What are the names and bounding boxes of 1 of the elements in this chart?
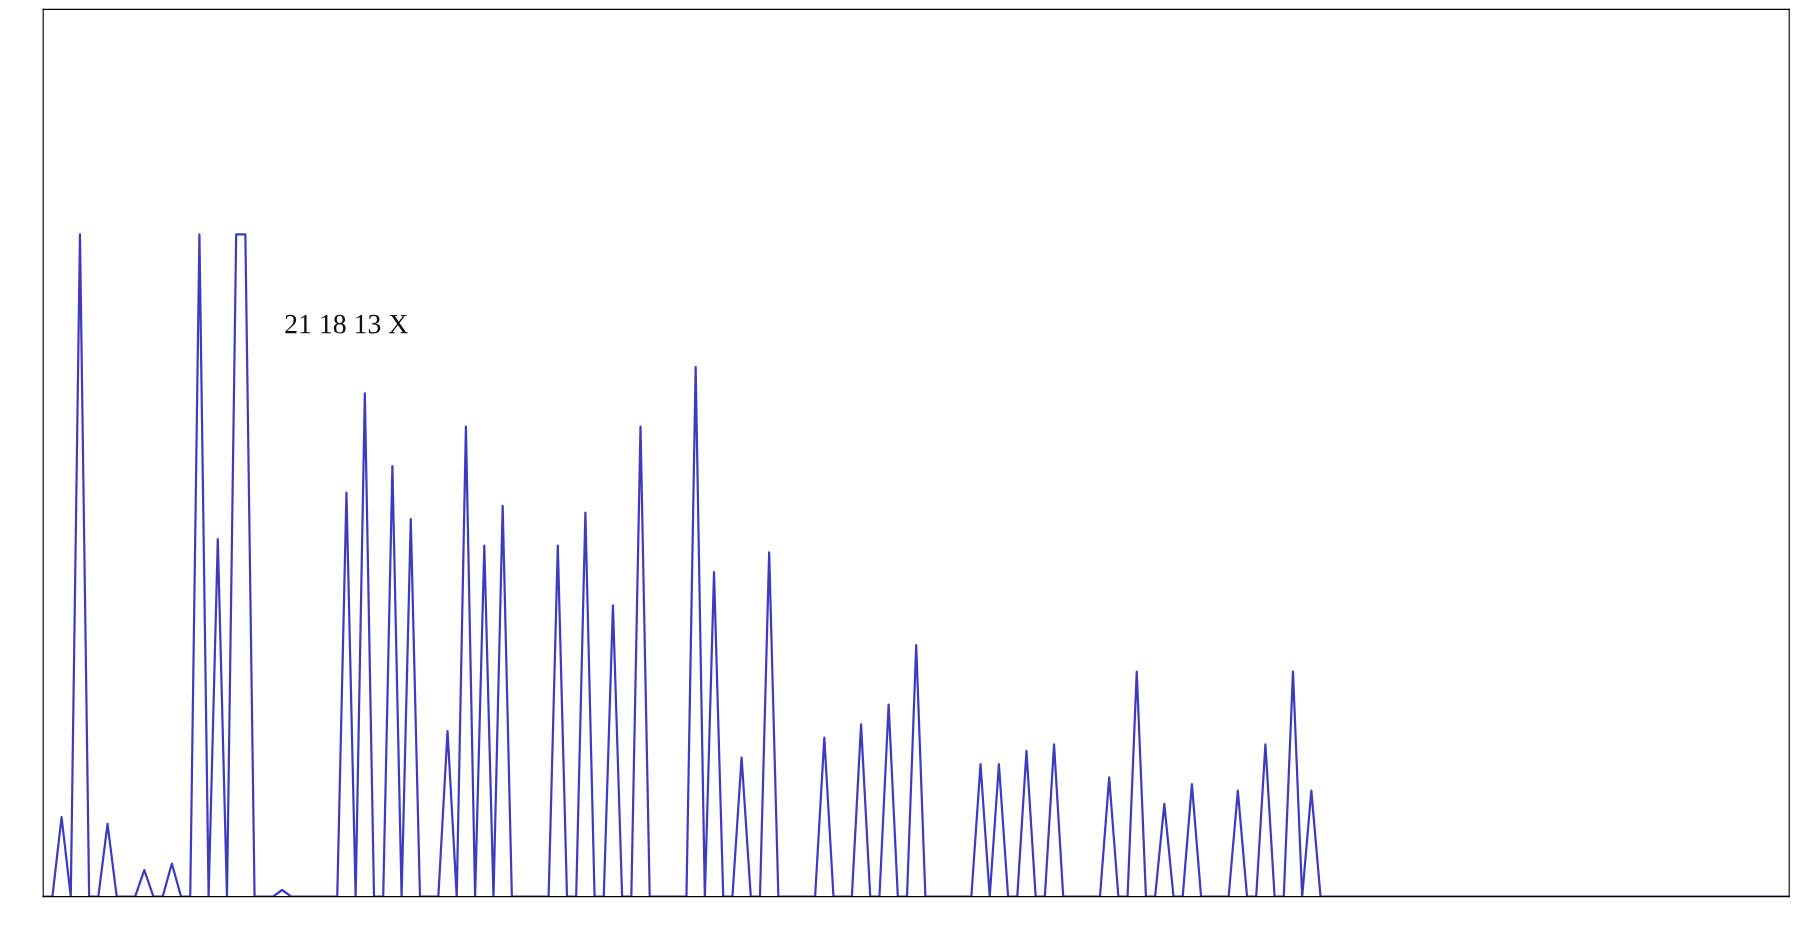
annotation: 21 18 13 X xyxy=(285,314,408,334)
